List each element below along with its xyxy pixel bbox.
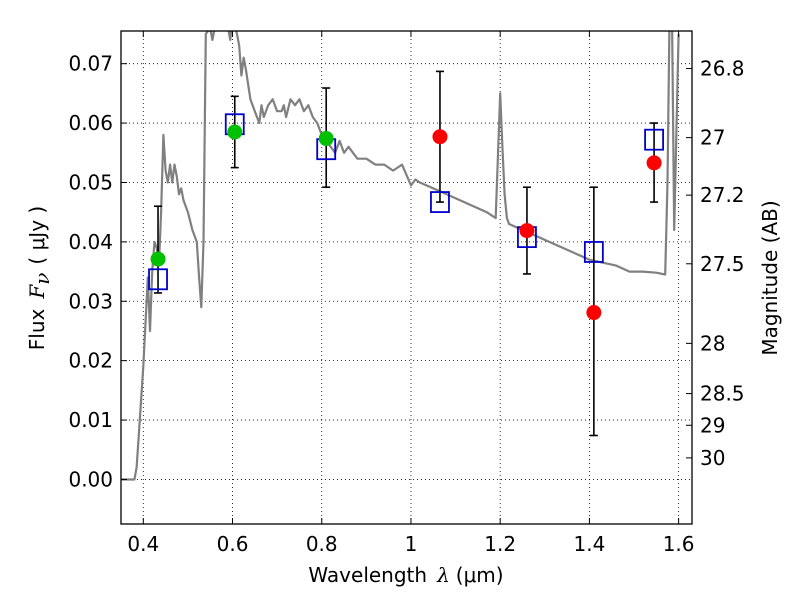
grid-lines	[121, 31, 692, 524]
model-box-marker	[644, 128, 664, 151]
y-tick-label: 0.07	[68, 52, 113, 76]
error-bars	[154, 70, 659, 437]
y2-tick-label: 27.2	[700, 183, 745, 207]
y2-tick-label: 30	[700, 446, 725, 470]
y2-tick-label: 26.8	[700, 56, 745, 80]
red-data-point	[646, 155, 662, 171]
y-axis-label-symbol: F	[25, 284, 49, 300]
x-tick-label: 1.2	[484, 532, 516, 556]
y-tick-label: 0.01	[68, 408, 113, 432]
x-axis-ticks: 0.4 0.6 0.8 1 1.2 1.4 1.6	[127, 31, 695, 556]
y2-tick-label: 28.5	[700, 382, 745, 406]
y2-tick-label: 28	[700, 331, 725, 355]
y-tick-label: 0.05	[68, 170, 113, 194]
x-tick-label: 1.4	[573, 532, 605, 556]
y-axis-label-subscript: ν	[30, 273, 54, 285]
x-axis-label-unit: (μm)	[456, 563, 504, 587]
y-tick-label: 0.04	[68, 230, 113, 254]
y-tick-label: 0.02	[68, 349, 113, 373]
y2-axis-label: Magnitude (AB)	[758, 200, 782, 355]
x-axis-label: Wavelength λ (μm)	[308, 563, 503, 587]
y-axis-label: Flux Fν ( μJy )	[25, 206, 54, 350]
plot-frame	[120, 30, 693, 525]
x-tick-label: 1	[405, 532, 418, 556]
x-tick-label: 0.8	[306, 532, 338, 556]
green-data-point	[227, 124, 243, 140]
x-axis-label-prefix: Wavelength	[308, 563, 427, 587]
x-tick-label: 0.6	[217, 532, 249, 556]
x-tick-label: 0.4	[127, 532, 159, 556]
y2-axis-ticks: 26.8 27 27.2 27.5 28 28.5 29 30	[686, 56, 745, 470]
model-box-marker	[148, 268, 168, 291]
x-tick-label: 1.6	[663, 532, 695, 556]
model-box-marker	[430, 191, 450, 213]
y-axis-label-unit: ( μJy )	[25, 206, 49, 265]
y-tick-label: 0.00	[68, 467, 113, 491]
y-axis-label-prefix: Flux	[25, 308, 49, 350]
red-data-point	[432, 129, 448, 145]
green-data-point	[318, 131, 334, 147]
model-photometry-boxes	[148, 113, 664, 291]
y2-tick-label: 27.5	[700, 252, 745, 276]
green-data-point	[150, 251, 166, 267]
red-data-point	[586, 305, 602, 321]
y2-tick-label: 27	[700, 126, 725, 150]
model-spectrum	[121, 31, 680, 481]
model-box-marker	[583, 241, 604, 263]
model-spectrum-line	[121, 31, 680, 481]
x-axis-label-symbol: λ	[436, 563, 450, 587]
y2-tick-label: 29	[700, 413, 725, 437]
observed-points	[150, 124, 662, 321]
y-tick-label: 0.03	[68, 289, 113, 313]
red-data-point	[519, 223, 535, 239]
y-tick-label: 0.06	[68, 111, 113, 135]
y-axis-ticks: 0.00 0.01 0.02 0.03 0.04 0.05 0.06 0.07	[68, 52, 127, 491]
